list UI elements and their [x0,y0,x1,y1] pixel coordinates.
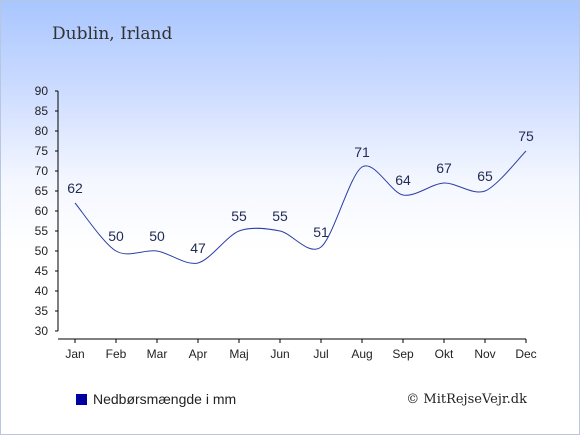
x-tick-label: Dec [515,347,536,361]
y-tick-label: 60 [35,204,49,218]
chart-title: Dublin, Irland [52,24,172,44]
x-tick-label: Sep [392,347,414,361]
x-tick-label: Mar [147,347,168,361]
legend-marker [76,394,87,405]
y-tick-label: 50 [35,244,49,258]
data-label: 55 [231,208,247,224]
legend-label: Nedbørsmængde i mm [93,391,236,407]
x-tick-label: Jan [65,347,84,361]
x-tick-label: Nov [474,347,495,361]
series-line [74,150,527,264]
x-tick-label: Jul [313,347,328,361]
data-label: 55 [272,208,288,224]
data-label: 67 [436,160,452,176]
y-tick-label: 35 [35,304,49,318]
y-tick-label: 80 [35,124,49,138]
data-label: 50 [149,228,165,244]
data-label: 71 [354,144,370,160]
data-label: 51 [313,224,329,240]
data-label: 50 [108,228,124,244]
data-label: 75 [518,128,534,144]
plot-area: 30 35 40 45 50 55 60 65 70 75 80 85 90 Jan Feb Mar Apr Ma… [35,84,537,361]
data-label: 47 [190,240,206,256]
credit-text: © MitRejseVejr.dk [406,392,527,407]
data-label: 62 [67,180,83,196]
x-tick-label: Okt [435,347,454,361]
y-tick-label: 55 [35,224,49,238]
y-tick-label: 90 [35,84,49,98]
data-label: 64 [395,172,411,188]
y-tick-label: 40 [35,284,49,298]
x-tick-label: Aug [351,347,372,361]
x-tick-label: Apr [189,347,208,361]
y-tick-label: 45 [35,264,49,278]
x-tick-label: Maj [229,347,248,361]
y-tick-label: 65 [35,184,49,198]
x-tick-label: Jun [270,347,289,361]
y-tick-label: 30 [35,324,49,338]
data-label: 65 [477,168,493,184]
y-tick-label: 85 [35,104,49,118]
x-tick-label: Feb [106,347,127,361]
y-tick-label: 75 [35,144,49,158]
y-tick-label: 70 [35,164,49,178]
